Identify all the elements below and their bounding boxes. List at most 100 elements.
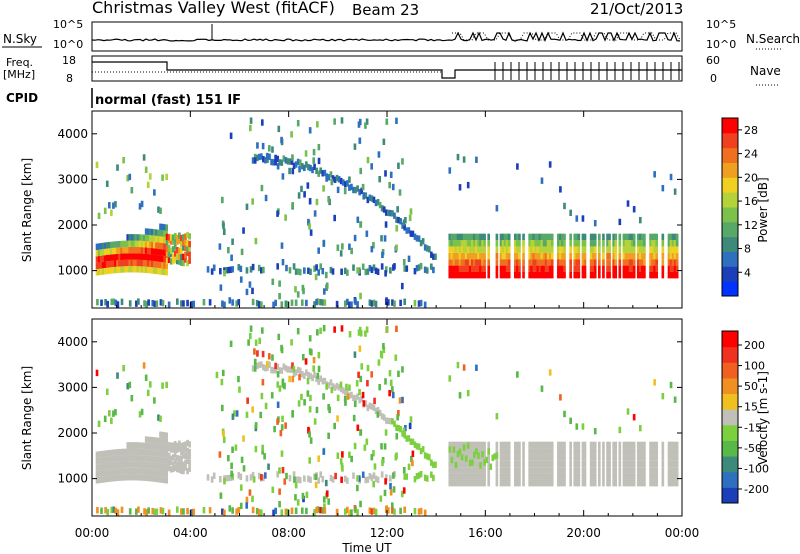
scatter-cell — [161, 249, 164, 256]
scatter-cell — [608, 233, 611, 241]
scatter-cell — [378, 175, 382, 183]
colorbar-swatch — [722, 362, 738, 379]
scatter-cell — [169, 234, 173, 241]
scatter-cell — [399, 426, 402, 433]
scatter-cell — [548, 473, 552, 480]
scatter-cell — [419, 239, 423, 247]
scatter-cell — [336, 394, 340, 402]
scatter-cell — [370, 266, 374, 274]
scatter-cell — [124, 253, 128, 260]
scatter-cell — [339, 458, 343, 465]
scatter-cell — [151, 475, 154, 482]
scatter-cell — [359, 221, 363, 228]
scatter-cell — [448, 233, 452, 241]
scatter-cell — [563, 271, 566, 279]
scatter-cell — [280, 450, 284, 457]
scatter-cell — [284, 422, 287, 429]
scatter-cell — [641, 479, 644, 487]
scatter-cell — [458, 271, 462, 279]
scatter-cell — [159, 255, 162, 262]
scatter-cell — [636, 460, 640, 468]
scatter-cell — [167, 234, 171, 241]
scatter-cell — [321, 299, 325, 306]
scatter-cell — [286, 158, 290, 165]
scatter-cell — [622, 441, 626, 449]
scatter-cell — [118, 260, 121, 267]
scatter-cell — [430, 459, 433, 466]
scatter-cell — [159, 223, 162, 230]
scatter-cell — [186, 246, 189, 253]
scatter-cell — [473, 460, 476, 468]
scatter-cell — [116, 455, 119, 462]
scatter-cell — [151, 241, 154, 249]
scatter-cell — [464, 246, 468, 253]
scatter-cell — [628, 479, 632, 487]
scatter-cell — [464, 233, 468, 241]
scatter-cell — [388, 181, 391, 189]
scatter-cell — [271, 278, 275, 285]
scatter-cell — [608, 265, 611, 272]
scatter-cell — [238, 386, 241, 393]
scatter-cell — [151, 443, 154, 450]
scatter-cell — [402, 427, 406, 434]
scatter-cell — [151, 436, 154, 444]
scatter-cell — [159, 431, 162, 438]
scatter-cell — [638, 479, 642, 487]
scatter-cell — [157, 229, 160, 237]
scatter-cell — [643, 473, 646, 480]
scatter-cell — [144, 166, 148, 173]
scatter-cell — [95, 262, 99, 270]
scatter-cell — [101, 463, 105, 470]
scatter-cell — [589, 271, 593, 279]
scatter-cell — [569, 460, 572, 468]
scatter-cell — [630, 271, 634, 279]
scatter-cell — [260, 327, 264, 334]
scatter-cell — [608, 441, 611, 449]
scatter-cell — [184, 446, 187, 453]
scatter-cell — [559, 233, 562, 241]
scatter-cell — [491, 454, 495, 462]
scatter-cell — [96, 506, 99, 514]
scatter-cell — [118, 474, 121, 481]
scatter-cell — [258, 337, 262, 345]
scatter-cell — [291, 410, 295, 417]
scatter-cell — [356, 475, 359, 482]
scatter-cell — [364, 400, 368, 407]
x-tick-label: 20:00 — [566, 526, 601, 540]
scatter-cell — [350, 301, 353, 308]
scatter-cell — [460, 252, 464, 260]
scatter-cell — [452, 467, 456, 474]
colorbar-tick-label: 15 — [744, 401, 758, 414]
scatter-cell — [155, 450, 158, 457]
scatter-cell — [230, 254, 233, 261]
scatter-cell — [456, 454, 460, 461]
scatter-cell — [281, 415, 284, 423]
scatter-cell — [116, 247, 119, 254]
scatter-cell — [95, 256, 99, 263]
scatter-cell — [360, 395, 364, 403]
scatter-cell — [186, 259, 189, 267]
scatter-cell — [483, 441, 486, 449]
scatter-cell — [591, 265, 595, 272]
scatter-cell — [561, 479, 564, 487]
scatter-cell — [573, 246, 577, 253]
scatter-cell — [481, 246, 484, 253]
scatter-cell — [483, 454, 486, 461]
scatter-cell — [473, 448, 476, 455]
scatter-cell — [153, 254, 156, 262]
scatter-cell — [161, 255, 164, 263]
scatter-cell — [458, 184, 462, 191]
scatter-cell — [146, 442, 150, 450]
scatter-cell — [483, 233, 486, 241]
scatter-cell — [546, 252, 550, 260]
scatter-cell — [138, 461, 142, 468]
scatter-cell — [479, 259, 482, 266]
scatter-cell — [278, 501, 281, 508]
scatter-cell — [397, 370, 400, 377]
scatter-cell — [322, 448, 326, 455]
scatter-cell — [167, 301, 171, 308]
scatter-cell — [450, 265, 454, 272]
scatter-cell — [470, 240, 474, 247]
scatter-cell — [144, 234, 148, 242]
scatter-cell — [391, 391, 395, 399]
